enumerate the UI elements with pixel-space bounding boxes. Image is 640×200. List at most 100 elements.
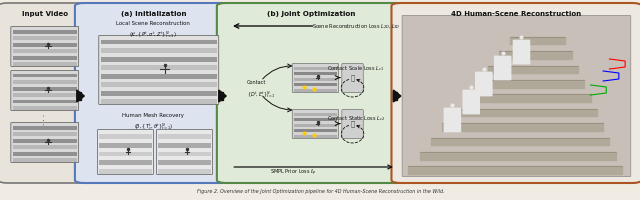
FancyBboxPatch shape — [11, 70, 79, 111]
Bar — [100, 74, 217, 79]
Polygon shape — [219, 92, 223, 100]
Text: 👤: 👤 — [351, 75, 355, 81]
Bar — [294, 78, 337, 81]
Text: (b) Joint Optimization: (b) Joint Optimization — [268, 11, 356, 17]
Bar — [13, 36, 77, 40]
FancyBboxPatch shape — [513, 40, 531, 64]
Bar — [294, 113, 337, 116]
Bar — [13, 80, 77, 84]
Bar — [294, 124, 337, 127]
Text: (a) Initialization: (a) Initialization — [120, 11, 186, 17]
Bar — [13, 106, 77, 110]
Bar — [100, 99, 217, 104]
Polygon shape — [431, 138, 609, 145]
Bar — [13, 62, 77, 66]
Polygon shape — [394, 90, 401, 102]
Polygon shape — [394, 92, 397, 100]
Bar — [13, 30, 77, 33]
Text: 👤: 👤 — [351, 121, 355, 127]
FancyBboxPatch shape — [463, 90, 480, 114]
Bar — [99, 143, 152, 148]
Text: Local Scene Reconstruction: Local Scene Reconstruction — [116, 21, 190, 26]
Bar — [13, 56, 77, 60]
FancyBboxPatch shape — [402, 15, 631, 177]
FancyBboxPatch shape — [11, 26, 79, 67]
Bar — [13, 126, 77, 130]
Polygon shape — [219, 90, 227, 102]
Text: Figure 2. Overview of the Joint Optimization pipeline for 4D Human-Scene Reconst: Figure 2. Overview of the Joint Optimiza… — [196, 189, 444, 194]
Polygon shape — [77, 90, 84, 102]
FancyBboxPatch shape — [0, 3, 92, 183]
Bar — [100, 57, 217, 62]
FancyBboxPatch shape — [11, 122, 79, 163]
Text: Input Video: Input Video — [22, 11, 68, 17]
Text: $(\mathcal{K},\{P^t,\sigma^t,Z^t\}_{t=1}^N)$: $(\mathcal{K},\{P^t,\sigma^t,Z^t\}_{t=1}… — [129, 29, 177, 40]
Bar — [13, 87, 77, 90]
Polygon shape — [408, 166, 622, 174]
Text: $\{D^t,E^t\}_{t=1}^N$: $\{D^t,E^t\}_{t=1}^N$ — [247, 89, 276, 100]
Text: Contact: Contact — [247, 80, 266, 85]
Text: · · ·: · · · — [42, 113, 48, 125]
Polygon shape — [420, 152, 616, 160]
Bar — [159, 134, 211, 139]
Bar — [159, 152, 211, 156]
Bar — [159, 143, 211, 148]
Bar — [159, 160, 211, 165]
FancyBboxPatch shape — [444, 108, 461, 132]
Bar — [100, 82, 217, 87]
Bar — [13, 158, 77, 162]
Polygon shape — [476, 80, 584, 88]
Polygon shape — [465, 94, 591, 102]
FancyBboxPatch shape — [217, 3, 406, 183]
Polygon shape — [510, 37, 566, 44]
Bar — [294, 129, 337, 132]
FancyBboxPatch shape — [494, 56, 511, 80]
FancyBboxPatch shape — [342, 64, 364, 92]
Bar — [294, 72, 337, 75]
Bar — [294, 135, 337, 138]
FancyBboxPatch shape — [292, 63, 339, 93]
Polygon shape — [499, 51, 572, 59]
Bar — [99, 134, 152, 139]
Bar — [13, 145, 77, 149]
Bar — [13, 100, 77, 103]
Bar — [100, 48, 217, 53]
FancyBboxPatch shape — [97, 129, 154, 175]
FancyBboxPatch shape — [75, 3, 232, 183]
FancyBboxPatch shape — [342, 110, 364, 138]
Bar — [13, 43, 77, 46]
FancyBboxPatch shape — [392, 3, 640, 183]
Bar — [13, 74, 77, 77]
Bar — [294, 89, 337, 92]
Bar — [294, 83, 337, 86]
Bar — [99, 160, 152, 165]
Text: Scene Reconstruction Loss $L_{2D},L_{3D}$: Scene Reconstruction Loss $L_{2D},L_{3D}… — [312, 22, 400, 31]
Bar — [294, 67, 337, 70]
Bar — [100, 91, 217, 96]
Text: Contact Static Loss $L_{c2}$: Contact Static Loss $L_{c2}$ — [327, 114, 385, 123]
Polygon shape — [454, 109, 597, 116]
Text: SMPL Prior Loss $\ell_p$: SMPL Prior Loss $\ell_p$ — [270, 168, 317, 178]
Bar — [99, 152, 152, 156]
Bar — [13, 49, 77, 53]
FancyBboxPatch shape — [99, 35, 219, 105]
Bar — [100, 40, 217, 44]
Bar — [13, 139, 77, 142]
Bar — [100, 65, 217, 70]
FancyBboxPatch shape — [292, 109, 339, 139]
Bar — [13, 152, 77, 156]
Bar — [159, 169, 211, 174]
FancyBboxPatch shape — [475, 72, 493, 96]
Polygon shape — [488, 66, 578, 73]
Text: Contact Scale Loss $L_{c1}$: Contact Scale Loss $L_{c1}$ — [327, 64, 384, 73]
Polygon shape — [77, 92, 81, 100]
FancyBboxPatch shape — [157, 129, 212, 175]
Polygon shape — [442, 123, 603, 131]
Bar — [13, 132, 77, 136]
Bar — [99, 169, 152, 174]
Bar — [294, 118, 337, 121]
Bar — [13, 93, 77, 97]
Text: 4D Human-Scene Reconstruction: 4D Human-Scene Reconstruction — [451, 11, 582, 17]
Text: Human Mesh Recovery: Human Mesh Recovery — [122, 113, 184, 118]
Text: $(\beta,\{T_c^t,\theta^t\}_{t=1}^N)$: $(\beta,\{T_c^t,\theta^t\}_{t=1}^N)$ — [134, 121, 173, 132]
